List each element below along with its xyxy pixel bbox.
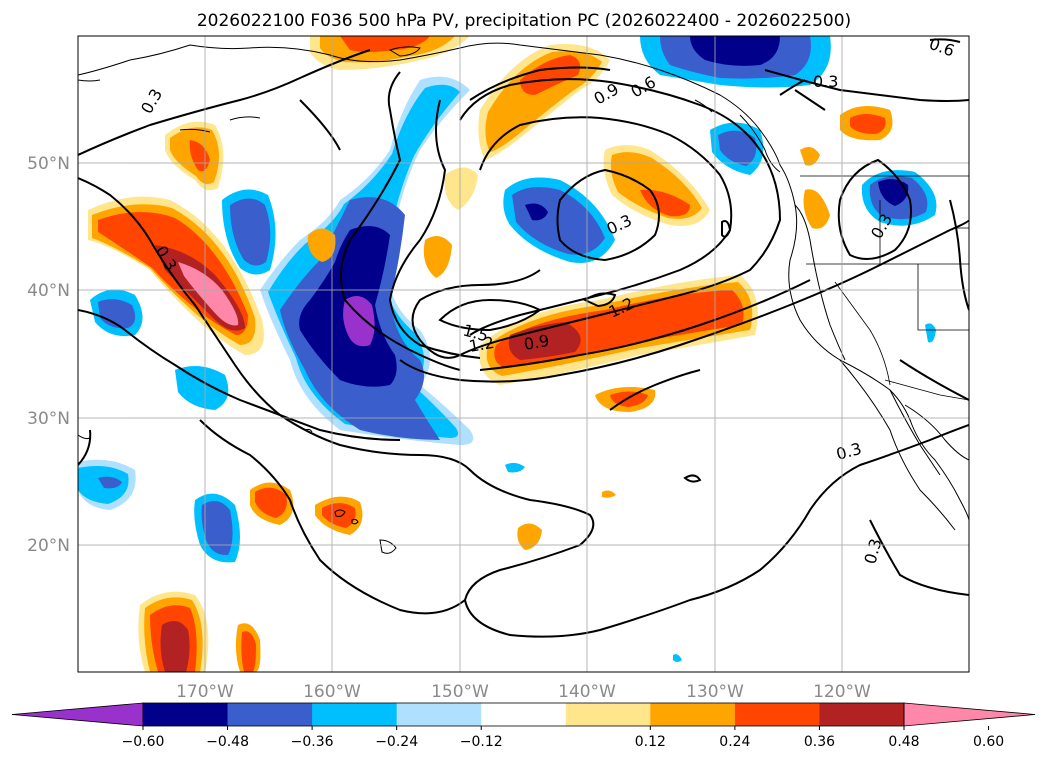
map-frame [77,35,970,673]
colorbar-label: −0.12 [460,734,503,750]
negative-anomaly-west [222,189,276,275]
lon-label: 160°W [303,682,361,702]
lon-label: 140°W [558,682,616,702]
positive-anomaly-nw [165,121,224,191]
colorbar-segment [227,703,313,726]
positive-anomaly-jet [479,275,758,385]
lon-label: 150°W [431,682,489,702]
lat-label: 50°N [27,154,70,174]
graticule [78,36,969,672]
colorbar-extend-max [903,702,1036,727]
negative-anomaly-far-west [90,289,143,337]
colorbar-segment [481,703,567,726]
colorbar-label: 0.36 [804,734,835,750]
positive-anomaly-small-3 [444,167,478,210]
contour-label: 1.2 [467,333,495,356]
figure-title: 2026022100 F036 500 hPa PV, precipitatio… [197,11,851,31]
lon-label: 170°W [176,682,234,702]
latitude-labels: 50°N 40°N 30°N 20°N [27,154,70,556]
positive-anomaly-ne [603,145,710,226]
colorbar-label: 0.48 [888,734,919,750]
map-area: 0.3 0.3 0.3 0.3 0.3 0.3 0.3 0.6 0.6 0.9 … [78,36,969,672]
colorbar-segment [565,703,651,726]
negative-anomaly-trough [260,76,474,446]
lat-label: 20°N [27,536,70,556]
positive-anomaly-small-1 [307,228,336,262]
positive-anomaly-west [88,196,264,355]
positive-anomaly-far-south [138,591,209,672]
colorbar-segment [396,703,482,726]
colorbar-frame [142,702,905,727]
contour-label: 0.9 [522,331,550,354]
colorbar-segment [650,703,736,726]
negative-anomaly-sw [175,366,229,410]
lon-label: 130°W [686,682,744,702]
colorbar-label: −0.36 [291,734,334,750]
colorbar-label: −0.60 [122,734,165,750]
precip-fill-layer [78,36,937,672]
colorbar-segment [819,703,905,726]
colorbar-label: 0.12 [635,734,666,750]
colorbar-label: 0.24 [719,734,750,750]
border-layer [800,175,969,401]
lon-label: 120°W [813,682,871,702]
colorbar-extend-min [11,702,144,727]
colorbar-segment [312,703,398,726]
colorbar-label: −0.24 [375,734,418,750]
colorbar-label: −0.48 [206,734,249,750]
colorbar-segment [734,703,820,726]
colorbar: −0.60 −0.48 −0.36 −0.24 −0.12 0.12 0.24 0.36 0.4… [11,702,1036,750]
colorbar-segment [143,703,229,726]
contour-label: 0.3 [813,72,838,91]
colorbar-label: 0.60 [973,734,1004,750]
positive-anomaly-small-2 [423,236,452,278]
longitude-labels: 170°W 160°W 150°W 140°W 130°W 120°W [176,682,871,702]
lat-label: 40°N [27,281,70,301]
lat-label: 30°N [27,409,70,429]
negative-anomaly-coast [710,122,764,175]
negative-anomaly-rockies [861,170,937,226]
